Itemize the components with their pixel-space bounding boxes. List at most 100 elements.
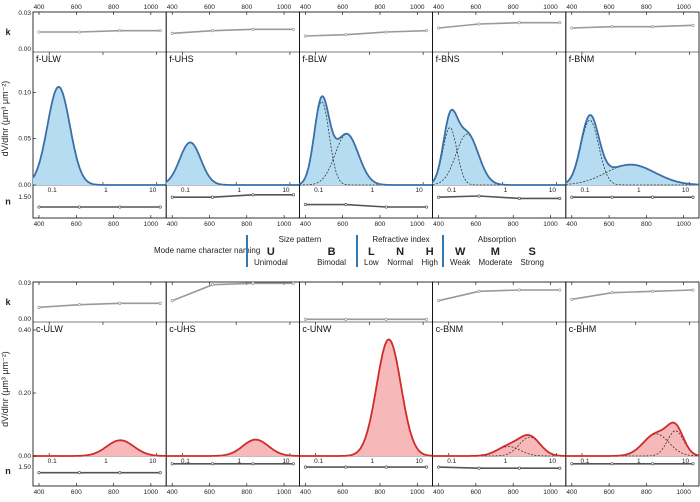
k-spectrum-point xyxy=(77,30,81,34)
n-spectrum-point xyxy=(610,195,614,199)
k-spectrum-point xyxy=(558,21,562,25)
panel-label: f-UHS xyxy=(169,54,194,64)
k-spectrum-point xyxy=(384,317,388,321)
legend-item-high: H High xyxy=(421,246,438,267)
wavelength-tick-label: 800 xyxy=(241,4,252,11)
panel-label: c-UNW xyxy=(302,324,331,334)
k-tick-label: 0.00 xyxy=(18,46,31,53)
n-spectrum-point xyxy=(291,462,295,466)
wavelength-tick-label: 800 xyxy=(641,489,652,496)
k-spectrum-point xyxy=(37,305,41,309)
wavelength-tick-label: 600 xyxy=(71,4,82,11)
n-spectrum-point xyxy=(651,195,655,199)
radius-tick-label: 0.1 xyxy=(181,458,190,465)
n-spectrum-point xyxy=(118,471,122,475)
panel-c-UHS xyxy=(165,281,300,487)
wavelength-tick-label: 400 xyxy=(34,4,45,11)
n-spectrum-point xyxy=(303,203,307,207)
n-spectrum-point xyxy=(437,195,441,199)
n-spectrum-point xyxy=(651,462,655,466)
wavelength-tick-label: 400 xyxy=(167,489,178,496)
distribution-line xyxy=(299,338,433,457)
radius-tick-label: 1 xyxy=(637,458,641,465)
n-spectrum-point xyxy=(691,195,695,199)
dist-tick-label: 0.00 xyxy=(18,453,31,460)
n-spectrum-point xyxy=(570,462,574,466)
n-spectrum-point xyxy=(37,471,41,475)
wavelength-tick-label: 400 xyxy=(433,221,444,228)
k-spectrum-point xyxy=(291,281,295,285)
distribution-fill xyxy=(33,440,167,456)
wavelength-tick-label: 800 xyxy=(108,4,119,11)
n-spectrum-point xyxy=(691,462,695,466)
k-spectrum-line xyxy=(571,24,694,29)
radius-tick-label: 10 xyxy=(416,187,424,194)
n-spectrum-point xyxy=(158,205,162,209)
k-spectrum-line xyxy=(38,302,161,309)
panel-c-ULW xyxy=(32,281,167,487)
n-spectrum-point xyxy=(211,462,215,466)
n-spectrum-point xyxy=(517,466,521,470)
k-spectrum-point xyxy=(291,27,295,31)
k-spectrum-point xyxy=(211,29,215,33)
radius-tick-label: 0.1 xyxy=(48,458,57,465)
dist-tick-label: 0.40 xyxy=(18,327,31,334)
wavelength-tick-label: 400 xyxy=(34,221,45,228)
k-spectrum-line xyxy=(438,21,560,29)
radius-tick-label: 1 xyxy=(504,187,508,194)
radius-tick-label: 1 xyxy=(104,458,108,465)
panel-label: f-BNS xyxy=(436,54,460,64)
wavelength-tick-label: 1000 xyxy=(144,489,159,496)
n-spectrum-line xyxy=(172,194,294,198)
wavelength-tick-label: 600 xyxy=(470,221,481,228)
legend-group-size-pattern: Size pattern U Unimodal B Bimodal xyxy=(246,235,346,267)
distribution-line xyxy=(565,114,700,186)
dist-axis-label: dV/dlnr (μm³ μm⁻²) xyxy=(0,351,10,427)
legend-item-strong: S Strong xyxy=(520,246,544,267)
wavelength-tick-label: 1000 xyxy=(543,489,558,496)
k-spectrum-point xyxy=(651,25,655,29)
n-spectrum-line xyxy=(305,203,427,208)
radius-tick-label: 10 xyxy=(149,458,157,465)
k-spectrum-point xyxy=(344,317,348,321)
wavelength-tick-label: 600 xyxy=(71,489,82,496)
distribution-fill xyxy=(299,339,433,456)
wavelength-tick-label: 600 xyxy=(204,4,215,11)
distribution-line xyxy=(33,439,167,457)
panel-frame xyxy=(565,11,700,219)
panel-c-BNM xyxy=(432,281,567,487)
n-spectrum-point xyxy=(170,195,174,199)
panel-f-BNM xyxy=(565,11,700,219)
wavelength-tick-label: 400 xyxy=(300,4,311,11)
n-spectrum-point xyxy=(477,194,481,198)
wavelength-tick-label: 1000 xyxy=(543,4,558,11)
n-spectrum-point xyxy=(303,465,307,469)
distribution-line xyxy=(165,141,300,186)
k-axis-label: k xyxy=(5,297,11,307)
wavelength-tick-label: 600 xyxy=(204,221,215,228)
k-spectrum-point xyxy=(437,26,441,30)
n-spectrum-point xyxy=(558,196,562,200)
wavelength-tick-label: 1000 xyxy=(543,221,558,228)
k-spectrum-point xyxy=(477,289,481,293)
n-spectrum-point xyxy=(477,466,481,470)
distribution-fill xyxy=(299,96,433,185)
k-spectrum-point xyxy=(610,25,614,29)
radius-tick-label: 0.1 xyxy=(447,187,456,194)
radius-tick-label: 1 xyxy=(371,187,375,194)
mode-line xyxy=(299,101,433,186)
n-spectrum-point xyxy=(384,465,388,469)
wavelength-tick-label: 800 xyxy=(108,489,119,496)
k-spectrum-point xyxy=(303,317,307,321)
wavelength-tick-label: 1000 xyxy=(144,4,159,11)
panel-f-BNS xyxy=(431,11,567,219)
k-spectrum-point xyxy=(558,288,562,292)
wavelength-tick-label: 600 xyxy=(71,221,82,228)
k-spectrum-point xyxy=(425,29,429,33)
wavelength-tick-label: 800 xyxy=(241,489,252,496)
wavelength-tick-label: 400 xyxy=(566,489,577,496)
legend-group-title: Size pattern xyxy=(278,235,322,244)
wavelength-tick-label: 400 xyxy=(433,4,444,11)
wavelength-tick-label: 800 xyxy=(508,221,519,228)
